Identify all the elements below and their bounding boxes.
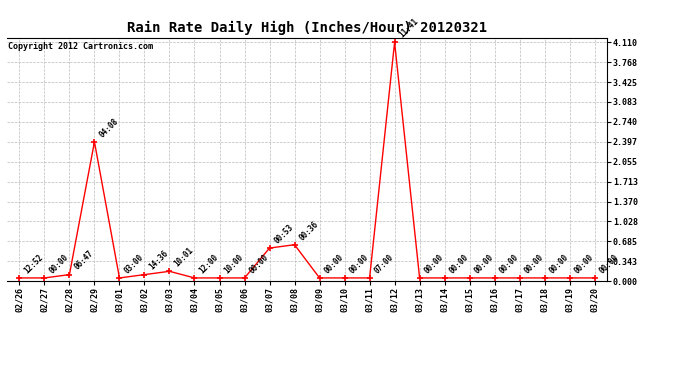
Text: 00:00: 00:00 <box>522 252 545 275</box>
Text: 00:00: 00:00 <box>497 252 520 275</box>
Text: 00:00: 00:00 <box>573 252 595 275</box>
Text: 04:08: 04:08 <box>97 116 120 139</box>
Text: 00:00: 00:00 <box>547 252 570 275</box>
Text: 00:00: 00:00 <box>473 252 495 275</box>
Text: 14:36: 14:36 <box>147 249 170 272</box>
Text: 11:41: 11:41 <box>397 17 420 39</box>
Text: 10:00: 10:00 <box>222 252 245 275</box>
Text: 10:01: 10:01 <box>172 246 195 268</box>
Text: 00:00: 00:00 <box>247 252 270 275</box>
Text: 00:00: 00:00 <box>347 252 370 275</box>
Text: 03:00: 03:00 <box>122 252 145 275</box>
Text: 07:00: 07:00 <box>373 252 395 275</box>
Text: 12:00: 12:00 <box>197 252 220 275</box>
Text: 00:00: 00:00 <box>598 252 620 275</box>
Text: 00:00: 00:00 <box>447 252 470 275</box>
Text: 12:52: 12:52 <box>22 252 45 275</box>
Text: Copyright 2012 Cartronics.com: Copyright 2012 Cartronics.com <box>8 42 153 51</box>
Text: 00:53: 00:53 <box>273 222 295 245</box>
Title: Rain Rate Daily High (Inches/Hour) 20120321: Rain Rate Daily High (Inches/Hour) 20120… <box>127 21 487 35</box>
Text: 06:47: 06:47 <box>72 249 95 272</box>
Text: 00:00: 00:00 <box>422 252 445 275</box>
Text: 00:00: 00:00 <box>322 252 345 275</box>
Text: 00:00: 00:00 <box>47 252 70 275</box>
Text: 00:36: 00:36 <box>297 219 320 242</box>
